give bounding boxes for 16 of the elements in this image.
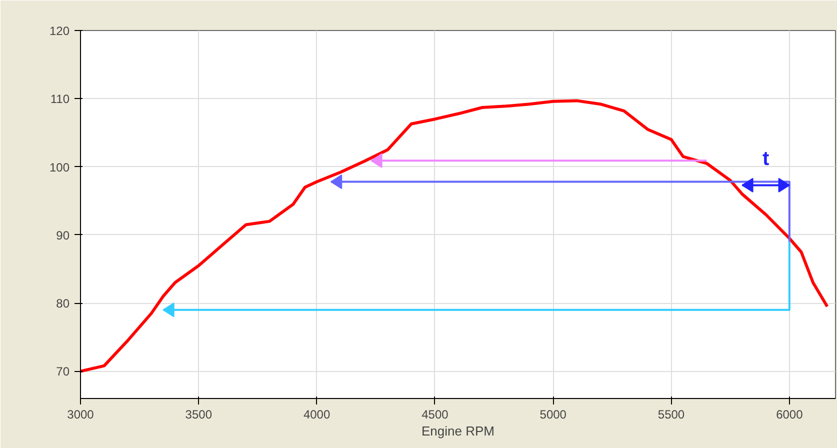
x-tick-label: 5500	[658, 408, 685, 422]
y-tick-label: 120	[49, 24, 70, 38]
annotation: t	[762, 148, 770, 170]
x-tick-label: 4000	[303, 408, 330, 422]
x-tick-label: 5000	[540, 408, 567, 422]
y-tick-label: 90	[56, 228, 70, 242]
y-tick-label: 110	[50, 92, 70, 106]
y-tick-label: 80	[56, 296, 70, 311]
line-series	[80, 99, 829, 373]
y-tick-label: 100	[49, 160, 70, 174]
x-tick-label: 3000	[67, 408, 94, 422]
y-tick-label: 70	[56, 364, 70, 379]
x-tick-label: 6000	[776, 408, 804, 422]
x-tick-label: 3500	[185, 408, 212, 422]
x-axis-title: Engine RPM	[422, 424, 494, 438]
x-tick-label: 4500	[422, 408, 449, 422]
